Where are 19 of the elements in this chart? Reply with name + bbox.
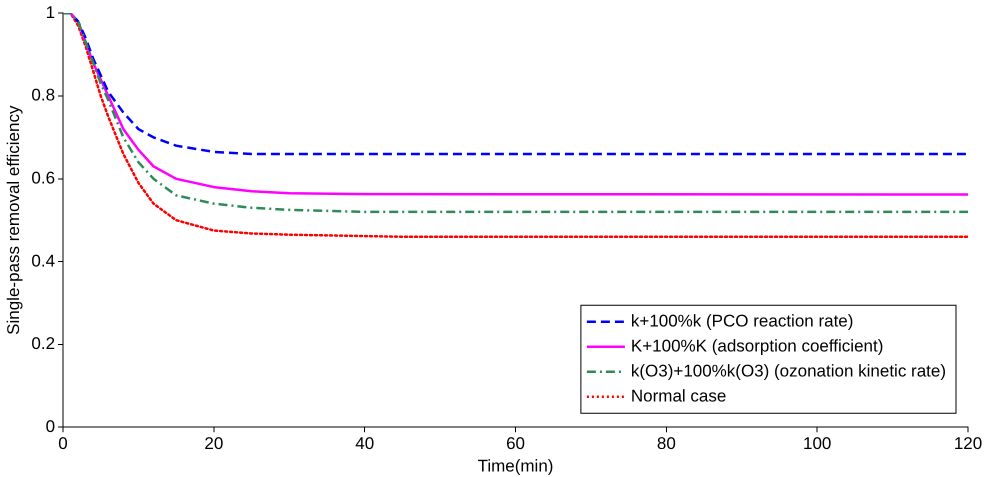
x-tick-label: 100 [802, 434, 832, 454]
x-tick-label: 120 [954, 434, 982, 454]
x-axis-title: Time(min) [478, 456, 554, 476]
x-tick-label: 20 [204, 434, 224, 454]
y-tick-label: 0.6 [31, 168, 56, 188]
legend-label: k+100%k (PCO reaction rate) [630, 311, 854, 330]
x-tick-label: 40 [355, 434, 374, 454]
x-tick-label: 0 [58, 434, 68, 454]
y-tick-label: 0.4 [31, 251, 56, 270]
y-tick-label: 0 [46, 416, 56, 436]
y-tick-label: 1 [46, 2, 56, 22]
y-tick-label: 0.2 [31, 334, 56, 354]
y-axis-title: Single-pass removal efficiency [4, 105, 23, 335]
x-tick-label: 80 [656, 434, 676, 454]
x-tick-label: 60 [506, 434, 525, 454]
legend-label: K+100%K (adsorption coefficient) [630, 336, 884, 356]
legend-label: Normal case [630, 386, 726, 406]
legend-label: k(O3)+100%k(O3) (ozonation kinetic rate) [630, 361, 946, 380]
y-tick-label: 0.8 [31, 86, 56, 105]
